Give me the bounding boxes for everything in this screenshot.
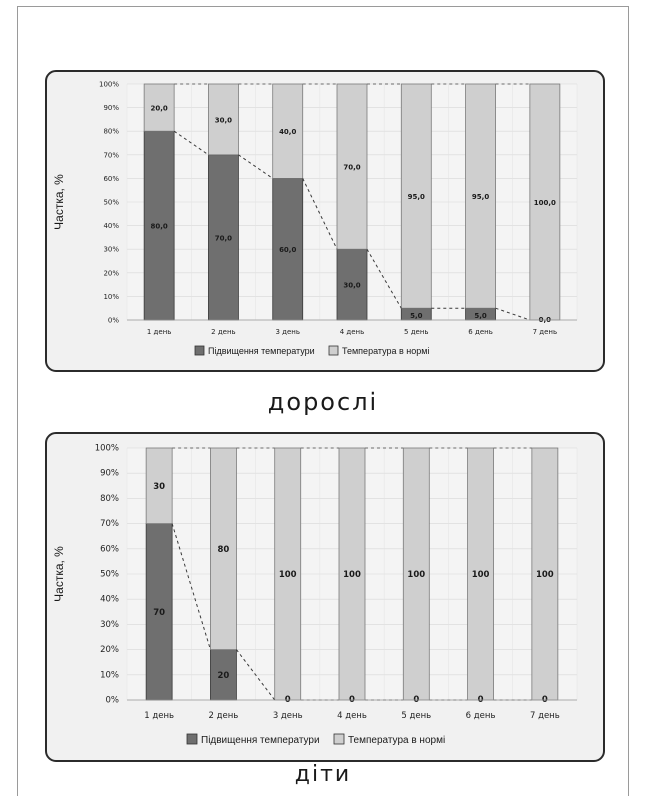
y-tick-label: 80% — [103, 128, 119, 136]
y-tick-label: 100% — [95, 444, 119, 454]
y-tick-label: 90% — [103, 104, 119, 112]
bar-segment-normal — [210, 447, 237, 651]
bar-segment-normal — [208, 83, 239, 156]
data-label: 70,0 — [343, 164, 360, 172]
y-tick-label: 70% — [103, 151, 119, 159]
data-label: 80 — [218, 545, 230, 555]
data-label: 5,0 — [474, 312, 487, 320]
y-tick-label: 60% — [100, 544, 119, 554]
bar-segment-elevated — [210, 649, 237, 701]
x-tick-label: 3 день — [273, 711, 303, 721]
y-tick-label: 50% — [103, 199, 119, 207]
data-label: 100 — [343, 570, 361, 580]
bar-segment-elevated — [272, 178, 304, 321]
adults-chart: 0% 10% 20% 30% 40% 50% 60% 70% 80% 90% 100% Частка,… — [52, 81, 578, 356]
bar-segment-normal — [529, 83, 561, 321]
y-tick-label: 0% — [108, 317, 119, 325]
data-label: 95,0 — [408, 193, 425, 201]
data-label: 100,0 — [534, 199, 556, 207]
legend-swatch — [328, 345, 339, 356]
data-label: 60,0 — [279, 246, 296, 254]
children-caption: діти — [294, 762, 352, 787]
x-tick-label: 7 день — [533, 328, 558, 336]
data-label: 30 — [153, 482, 165, 492]
y-tick-label: 10% — [100, 670, 119, 680]
x-tick-label: 6 день — [468, 328, 493, 336]
x-tick-label: 2 день — [209, 711, 239, 721]
y-tick-label: 30% — [103, 246, 119, 254]
data-label: 70,0 — [215, 234, 232, 242]
data-label: 20 — [218, 671, 230, 681]
children-chart: 0% 10% 20% 30% 40% 50% 60% 70% 80% 90% 100% Частка,… — [52, 444, 578, 746]
page-frame — [17, 6, 629, 796]
data-label: 80,0 — [151, 223, 168, 231]
bar-segment-normal — [145, 447, 173, 524]
bar-segment-normal — [402, 447, 430, 701]
x-tick-label: 6 день — [466, 711, 496, 721]
y-tick-label: 30% — [100, 620, 119, 630]
bar-segment-normal — [531, 447, 559, 701]
x-tick-label: 3 день — [275, 328, 300, 336]
data-label: 100 — [536, 570, 554, 580]
legend-swatch — [333, 733, 345, 745]
y-axis-label: Частка, % — [52, 174, 66, 230]
bar-segment-elevated — [143, 130, 175, 321]
bar-segment-normal — [400, 83, 432, 309]
y-tick-label: 0% — [106, 696, 120, 706]
x-tick-label: 5 день — [401, 711, 431, 721]
x-tick-label: 1 день — [144, 711, 174, 721]
series-line-elevated — [173, 130, 531, 321]
data-label: 30,0 — [215, 116, 232, 124]
x-tick-label: 4 день — [340, 328, 365, 336]
x-tick-label: 2 день — [211, 328, 236, 336]
x-tick-label: 4 день — [337, 711, 367, 721]
y-tick-label: 70% — [100, 519, 119, 529]
legend-swatch — [186, 733, 198, 745]
bar-segment-normal — [143, 83, 175, 132]
bar-segment-normal — [336, 83, 368, 250]
y-axis-label: Частка, % — [52, 546, 66, 602]
x-tick-label: 5 день — [404, 328, 429, 336]
y-tick-label: 10% — [103, 293, 119, 301]
x-tick-label: 1 день — [147, 328, 172, 336]
bar-segment-normal — [465, 83, 496, 309]
data-label: 40,0 — [279, 128, 296, 136]
y-tick-label: 60% — [103, 175, 119, 183]
data-label: 100 — [407, 570, 425, 580]
legend-swatch — [194, 345, 205, 356]
children-chart-panel: 0% 10% 20% 30% 40% 50% 60% 70% 80% 90% 100% Частка,… — [45, 432, 605, 762]
y-tick-label: 20% — [103, 269, 119, 277]
x-tick-label: 7 день — [530, 711, 560, 721]
legend-label: Підвищення температури — [201, 735, 320, 746]
adults-chart-panel: 0% 10% 20% 30% 40% 50% 60% 70% 80% 90% 100% Частка,… — [45, 70, 605, 372]
legend-label: Підвищення температури — [208, 346, 315, 356]
y-tick-label: 40% — [100, 595, 119, 605]
bar-segment-elevated — [145, 523, 173, 701]
y-tick-label: 90% — [100, 469, 119, 479]
legend-label: Температура в нормі — [348, 735, 445, 746]
data-label: 70 — [153, 608, 165, 618]
data-label: 5,0 — [410, 312, 423, 320]
y-tick-label: 50% — [100, 570, 119, 580]
data-label: 95,0 — [472, 193, 489, 201]
bar-segment-normal — [272, 83, 304, 179]
data-label: 20,0 — [151, 105, 168, 113]
bar-segment-elevated — [208, 154, 239, 321]
data-label: 30,0 — [343, 282, 360, 290]
y-tick-label: 20% — [100, 645, 119, 655]
y-tick-label: 80% — [100, 494, 119, 504]
data-label: 100 — [279, 570, 297, 580]
y-tick-label: 100% — [99, 81, 119, 89]
legend-label: Температура в нормі — [342, 346, 429, 356]
adults-caption: дорослі — [267, 388, 379, 416]
data-label: 100 — [472, 570, 490, 580]
y-tick-label: 40% — [103, 222, 119, 230]
